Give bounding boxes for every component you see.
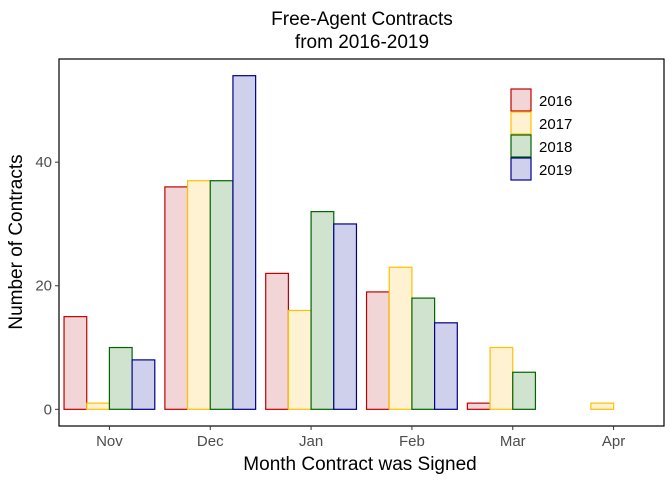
bar-2018-nov <box>108 346 133 410</box>
x-axis-label: Month Contract was Signed <box>243 454 476 475</box>
bar-2018-mar <box>512 371 537 410</box>
bar-2017-nov <box>86 402 111 410</box>
bar-2017-dec <box>186 180 211 410</box>
y-tick-label: 40 <box>35 154 52 171</box>
legend-key-2019 <box>510 157 532 181</box>
legend-key-2016 <box>510 88 532 112</box>
bar-2016-jan <box>265 272 289 410</box>
bar-2016-dec <box>164 186 189 410</box>
bar-2019-feb <box>434 322 458 410</box>
x-tick-label: Apr <box>602 433 625 450</box>
bar-2019-jan <box>333 223 358 410</box>
bar-2016-feb <box>365 291 390 410</box>
bar-2019-dec <box>232 75 257 410</box>
bar-2016-nov <box>63 316 88 410</box>
x-axis: Nov Dec Jan Feb Mar Apr <box>96 426 625 450</box>
bar-2017-apr <box>590 402 615 410</box>
legend-label-2016: 2016 <box>539 93 572 110</box>
bars-group <box>63 75 615 410</box>
y-axis-label: Number of Contracts <box>6 154 27 329</box>
legend-key-2018 <box>510 134 532 158</box>
legend: 2016 2017 2018 2019 <box>510 88 572 181</box>
legend-label-2019: 2019 <box>539 162 572 179</box>
bar-2018-jan <box>310 211 335 410</box>
x-tick-label: Mar <box>500 433 526 450</box>
bar-2017-jan <box>287 309 312 410</box>
legend-key-2017 <box>510 111 532 135</box>
x-tick-label: Dec <box>197 433 224 450</box>
bar-2018-dec <box>209 180 234 410</box>
chart-subtitle: from 2016-2019 <box>295 32 429 53</box>
bar-2016-mar <box>466 402 491 410</box>
bar-2019-nov <box>131 359 156 410</box>
y-tick-label: 0 <box>44 401 52 418</box>
bar-2018-feb <box>411 297 436 410</box>
x-tick-label: Jan <box>299 433 323 450</box>
legend-label-2018: 2018 <box>539 139 572 156</box>
x-tick-label: Feb <box>399 433 425 450</box>
chart-title: Free-Agent Contracts <box>271 9 453 30</box>
legend-label-2017: 2017 <box>539 116 572 133</box>
x-tick-label: Nov <box>96 433 123 450</box>
y-tick-label: 20 <box>35 278 52 295</box>
bar-2017-feb <box>388 266 413 410</box>
bar-2017-mar <box>489 346 514 410</box>
y-axis: 0 20 40 <box>35 154 59 418</box>
plot-panel <box>58 58 665 427</box>
